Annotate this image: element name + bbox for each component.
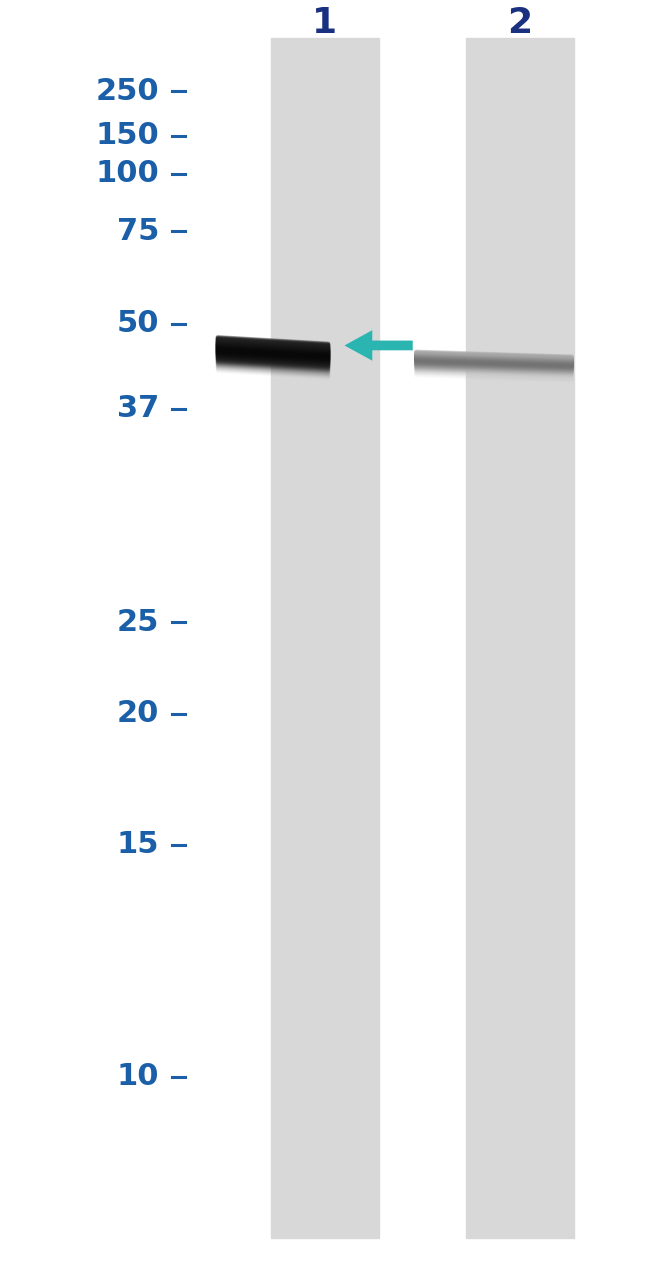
Text: 250: 250: [96, 77, 159, 105]
Text: 25: 25: [117, 608, 159, 636]
Text: 37: 37: [117, 395, 159, 423]
Text: 100: 100: [96, 160, 159, 188]
Bar: [467, 38, 573, 1238]
Text: 150: 150: [96, 122, 159, 150]
Bar: [272, 38, 378, 1238]
Text: 15: 15: [117, 831, 159, 859]
Text: 1: 1: [313, 6, 337, 39]
Text: 2: 2: [508, 6, 532, 39]
Text: 75: 75: [117, 217, 159, 245]
Text: 50: 50: [117, 310, 159, 338]
Text: 20: 20: [117, 700, 159, 728]
Text: 10: 10: [117, 1063, 159, 1091]
